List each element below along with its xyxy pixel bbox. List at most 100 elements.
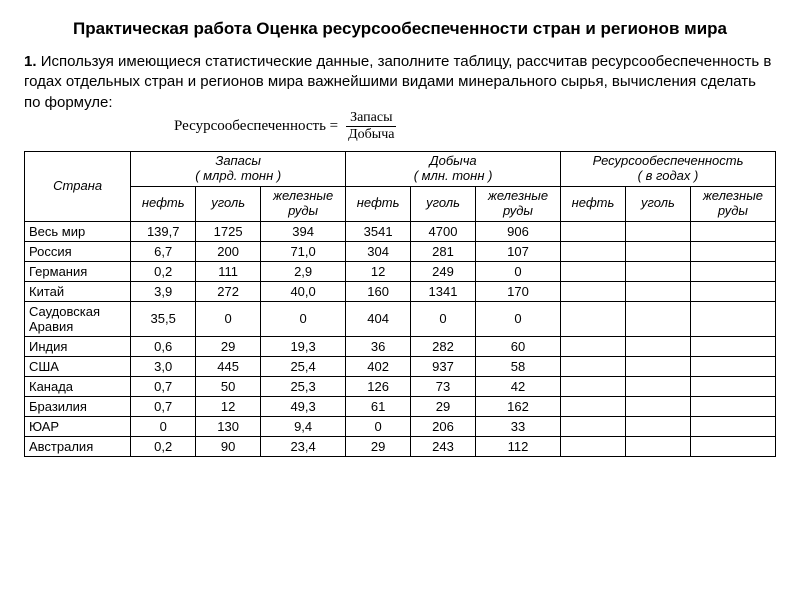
cell-country: ЮАР bbox=[25, 416, 131, 436]
cell-value bbox=[625, 281, 690, 301]
cell-value bbox=[625, 376, 690, 396]
cell-value: 0 bbox=[475, 261, 560, 281]
formula-denominator: Добыча bbox=[344, 127, 398, 142]
cell-value: 937 bbox=[411, 356, 476, 376]
cell-value bbox=[690, 221, 775, 241]
cell-value: 42 bbox=[475, 376, 560, 396]
cell-value bbox=[625, 301, 690, 336]
table-row: Индия0,62919,33628260 bbox=[25, 336, 776, 356]
cell-value bbox=[625, 396, 690, 416]
subcol-3: нефть bbox=[346, 186, 411, 221]
cell-value bbox=[561, 396, 626, 416]
table-row: Весь мир139,7172539435414700906 bbox=[25, 221, 776, 241]
cell-value: 12 bbox=[346, 261, 411, 281]
cell-value bbox=[690, 356, 775, 376]
cell-value: 111 bbox=[196, 261, 261, 281]
formula-block: Ресурсообеспеченность = Запасы Добыча bbox=[24, 117, 776, 145]
table-body: Весь мир139,7172539435414700906Россия6,7… bbox=[25, 221, 776, 456]
cell-value: 160 bbox=[346, 281, 411, 301]
subcol-7: уголь bbox=[625, 186, 690, 221]
cell-value bbox=[561, 436, 626, 456]
cell-value: 162 bbox=[475, 396, 560, 416]
cell-value: 402 bbox=[346, 356, 411, 376]
cell-value: 29 bbox=[346, 436, 411, 456]
cell-value: 25,4 bbox=[261, 356, 346, 376]
formula-lhs: Ресурсообеспеченность = bbox=[174, 118, 338, 135]
subcol-1: уголь bbox=[196, 186, 261, 221]
cell-value: 126 bbox=[346, 376, 411, 396]
table-row: Германия0,21112,9122490 bbox=[25, 261, 776, 281]
cell-value bbox=[690, 241, 775, 261]
cell-value: 0 bbox=[346, 416, 411, 436]
cell-value: 0,7 bbox=[131, 376, 196, 396]
cell-country: США bbox=[25, 356, 131, 376]
cell-value: 12 bbox=[196, 396, 261, 416]
table-row: США3,044525,440293758 bbox=[25, 356, 776, 376]
col-group-supply: Ресурсообеспеченность ( в годах ) bbox=[561, 151, 776, 186]
page-title: Практическая работа Оценка ресурсообеспе… bbox=[24, 18, 776, 40]
cell-value: 243 bbox=[411, 436, 476, 456]
cell-value bbox=[561, 281, 626, 301]
cell-value bbox=[625, 436, 690, 456]
cell-value bbox=[561, 376, 626, 396]
cell-value: 4700 bbox=[411, 221, 476, 241]
cell-value: 249 bbox=[411, 261, 476, 281]
task-text: Используя имеющиеся статистические данны… bbox=[24, 53, 771, 111]
task-paragraph: 1. Используя имеющиеся статистические да… bbox=[24, 52, 776, 113]
cell-country: Саудовская Аравия bbox=[25, 301, 131, 336]
table-row: Бразилия0,71249,36129162 bbox=[25, 396, 776, 416]
cell-country: Весь мир bbox=[25, 221, 131, 241]
resource-table: Страна Запасы ( млрд. тонн ) Добыча ( мл… bbox=[24, 151, 776, 457]
table-row: Канада0,75025,31267342 bbox=[25, 376, 776, 396]
cell-value: 0,2 bbox=[131, 436, 196, 456]
subcol-0: нефть bbox=[131, 186, 196, 221]
table-row: Китай3,927240,01601341170 bbox=[25, 281, 776, 301]
subcol-5: железные руды bbox=[475, 186, 560, 221]
cell-value bbox=[690, 281, 775, 301]
cell-value: 281 bbox=[411, 241, 476, 261]
cell-value bbox=[561, 301, 626, 336]
table-head: Страна Запасы ( млрд. тонн ) Добыча ( мл… bbox=[25, 151, 776, 221]
table-row: Саудовская Аравия35,50040400 bbox=[25, 301, 776, 336]
cell-value: 272 bbox=[196, 281, 261, 301]
cell-value bbox=[625, 241, 690, 261]
cell-value: 1725 bbox=[196, 221, 261, 241]
col-group-production: Добыча ( млн. тонн ) bbox=[346, 151, 561, 186]
cell-value bbox=[690, 416, 775, 436]
col-country: Страна bbox=[25, 151, 131, 221]
cell-value: 282 bbox=[411, 336, 476, 356]
cell-value: 40,0 bbox=[261, 281, 346, 301]
subcol-8: железные руды bbox=[690, 186, 775, 221]
cell-value bbox=[625, 221, 690, 241]
cell-value bbox=[625, 416, 690, 436]
cell-value bbox=[625, 261, 690, 281]
cell-country: Германия bbox=[25, 261, 131, 281]
cell-value: 0,6 bbox=[131, 336, 196, 356]
cell-value bbox=[690, 261, 775, 281]
cell-value bbox=[561, 416, 626, 436]
cell-value bbox=[625, 336, 690, 356]
cell-country: Бразилия bbox=[25, 396, 131, 416]
cell-value: 0 bbox=[475, 301, 560, 336]
cell-value: 90 bbox=[196, 436, 261, 456]
cell-country: Австралия bbox=[25, 436, 131, 456]
cell-value: 36 bbox=[346, 336, 411, 356]
cell-value: 6,7 bbox=[131, 241, 196, 261]
cell-value: 73 bbox=[411, 376, 476, 396]
cell-value: 3541 bbox=[346, 221, 411, 241]
cell-value: 445 bbox=[196, 356, 261, 376]
task-number: 1. bbox=[24, 53, 37, 70]
cell-country: Канада bbox=[25, 376, 131, 396]
cell-value: 3,9 bbox=[131, 281, 196, 301]
cell-value bbox=[690, 396, 775, 416]
formula-numerator: Запасы bbox=[346, 111, 396, 127]
cell-value: 58 bbox=[475, 356, 560, 376]
subcol-6: нефть bbox=[561, 186, 626, 221]
cell-value: 49,3 bbox=[261, 396, 346, 416]
cell-value: 35,5 bbox=[131, 301, 196, 336]
cell-value: 394 bbox=[261, 221, 346, 241]
cell-value bbox=[625, 356, 690, 376]
cell-value: 0 bbox=[261, 301, 346, 336]
cell-value: 139,7 bbox=[131, 221, 196, 241]
cell-value: 107 bbox=[475, 241, 560, 261]
